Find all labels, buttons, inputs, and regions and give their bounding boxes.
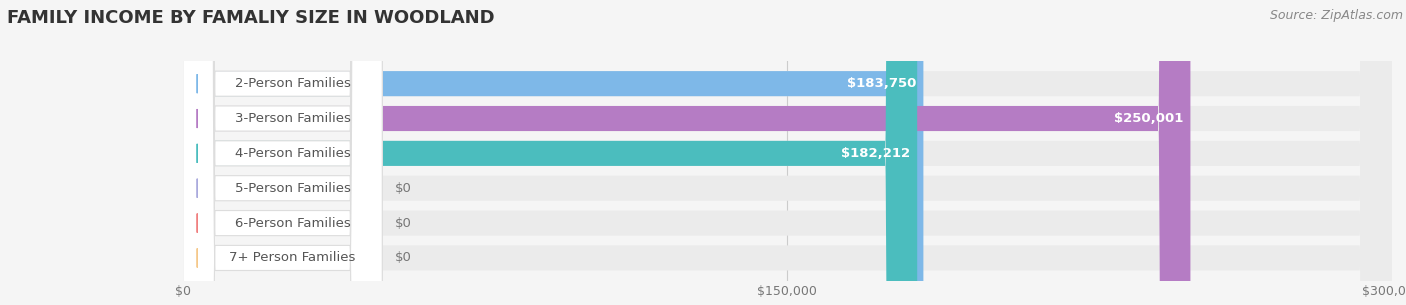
- FancyBboxPatch shape: [183, 0, 382, 305]
- FancyBboxPatch shape: [183, 0, 1392, 305]
- Text: 3-Person Families: 3-Person Families: [235, 112, 350, 125]
- FancyBboxPatch shape: [183, 0, 1392, 305]
- Text: $182,212: $182,212: [841, 147, 910, 160]
- Text: $183,750: $183,750: [846, 77, 917, 90]
- Text: $250,001: $250,001: [1114, 112, 1184, 125]
- Text: $0: $0: [394, 251, 412, 264]
- FancyBboxPatch shape: [183, 0, 1191, 305]
- FancyBboxPatch shape: [183, 0, 1392, 305]
- Text: 7+ Person Families: 7+ Person Families: [229, 251, 356, 264]
- Text: 2-Person Families: 2-Person Families: [235, 77, 350, 90]
- Text: 4-Person Families: 4-Person Families: [235, 147, 350, 160]
- FancyBboxPatch shape: [183, 0, 382, 305]
- FancyBboxPatch shape: [183, 0, 382, 305]
- Text: $0: $0: [394, 217, 412, 230]
- FancyBboxPatch shape: [183, 0, 382, 305]
- FancyBboxPatch shape: [183, 0, 382, 305]
- FancyBboxPatch shape: [183, 0, 1392, 305]
- FancyBboxPatch shape: [183, 0, 1392, 305]
- FancyBboxPatch shape: [183, 0, 917, 305]
- Text: 6-Person Families: 6-Person Families: [235, 217, 350, 230]
- Text: Source: ZipAtlas.com: Source: ZipAtlas.com: [1270, 9, 1403, 22]
- Text: FAMILY INCOME BY FAMALIY SIZE IN WOODLAND: FAMILY INCOME BY FAMALIY SIZE IN WOODLAN…: [7, 9, 495, 27]
- FancyBboxPatch shape: [183, 0, 382, 305]
- FancyBboxPatch shape: [183, 0, 924, 305]
- FancyBboxPatch shape: [183, 0, 1392, 305]
- Text: 5-Person Families: 5-Person Families: [235, 182, 350, 195]
- Text: $0: $0: [394, 182, 412, 195]
